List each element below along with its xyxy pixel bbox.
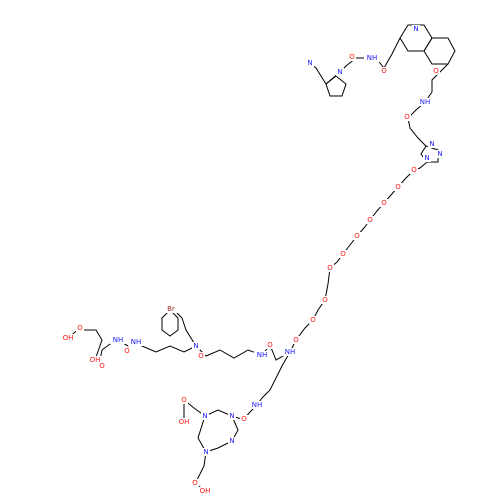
label-background	[163, 305, 179, 313]
atom-label: O	[181, 396, 187, 404]
label-background	[197, 352, 205, 360]
atom-label: O	[340, 250, 346, 258]
label-background	[292, 336, 300, 344]
label-background	[417, 98, 433, 106]
atom-label: NH	[367, 54, 378, 62]
label-background	[366, 216, 374, 224]
atom-label: NH	[252, 401, 263, 409]
label-background	[128, 338, 144, 346]
atom-label: N	[413, 25, 418, 33]
label-background	[87, 356, 103, 364]
atom-label: N	[307, 59, 312, 67]
atom-label: O	[354, 232, 360, 240]
label-background	[428, 140, 436, 148]
label-background	[410, 166, 418, 174]
label-background	[249, 401, 265, 409]
atom-label: O	[241, 415, 247, 423]
atom-label: N	[337, 68, 342, 76]
label-background	[326, 264, 334, 272]
label-background	[201, 412, 209, 420]
atom-label: N	[193, 342, 198, 350]
atom-label: O	[381, 199, 387, 207]
label-background	[353, 232, 361, 240]
atom-label: O	[293, 336, 299, 344]
label-background	[336, 68, 344, 76]
ring	[161, 309, 179, 337]
atom-label: N	[424, 154, 429, 162]
label-background	[191, 479, 199, 487]
label-background	[240, 415, 248, 423]
ring	[325, 75, 347, 97]
label-background	[339, 250, 347, 258]
atom-label: O	[395, 183, 401, 191]
label-background	[60, 334, 76, 342]
label-background	[197, 487, 213, 495]
label-background	[403, 113, 411, 121]
atom-label: N	[203, 448, 208, 456]
atom-label: N	[229, 412, 234, 420]
atom-label: NH	[420, 98, 431, 106]
label-background	[306, 59, 314, 67]
label-background	[202, 448, 210, 456]
label-background	[348, 53, 356, 61]
atom-label: N	[229, 437, 234, 445]
label-background	[282, 348, 298, 356]
atom-label: O	[192, 479, 198, 487]
atom-label: NH	[131, 338, 142, 346]
atom-label: OH	[200, 487, 211, 495]
atom-label: O	[124, 347, 130, 355]
bond-chain	[175, 161, 428, 361]
label-background	[192, 342, 200, 350]
atom-label: N	[429, 140, 434, 148]
atom-label: O	[411, 166, 417, 174]
atom-label: NH	[257, 351, 268, 359]
atom-label: O	[381, 67, 387, 75]
ring	[423, 37, 456, 65]
atom-label: OH	[179, 418, 190, 426]
atom-label: OH	[90, 356, 101, 364]
label-background	[436, 150, 444, 158]
label-background	[394, 183, 402, 191]
atom-label: O	[77, 324, 83, 332]
atom-label: O	[310, 316, 316, 324]
label-background	[266, 341, 274, 349]
atom-label: O	[433, 67, 439, 75]
bond-chain	[183, 398, 206, 422]
atom-label: O	[327, 264, 333, 272]
label-background	[228, 437, 236, 445]
label-background	[432, 67, 440, 75]
atom-label: O	[404, 113, 410, 121]
label-background	[364, 54, 380, 62]
label-background	[180, 396, 188, 404]
label-background	[412, 25, 420, 33]
label-background	[380, 199, 388, 207]
atom-label: NH	[285, 348, 296, 356]
label-background	[380, 67, 388, 75]
label-background	[228, 412, 236, 420]
atom-label: O	[349, 53, 355, 61]
atom-label: NH	[113, 336, 124, 344]
atom-label: N	[437, 150, 442, 158]
label-background	[76, 324, 84, 332]
atom-label: O	[198, 352, 204, 360]
label-background	[423, 154, 431, 162]
label-background	[254, 351, 270, 359]
label-background	[321, 296, 329, 304]
atom-label: Br	[167, 305, 175, 313]
label-background	[123, 347, 131, 355]
label-background	[110, 336, 126, 344]
bonds	[67, 24, 456, 492]
label-background	[309, 316, 317, 324]
atom-label: N	[202, 412, 207, 420]
atom-label: O	[267, 341, 273, 349]
atom-label: OH	[63, 334, 74, 342]
label-background	[176, 418, 192, 426]
label-background	[98, 362, 106, 370]
atom-label: O	[322, 296, 328, 304]
ring	[420, 145, 439, 163]
atom-label: O	[367, 216, 373, 224]
atom-label: O	[99, 362, 105, 370]
